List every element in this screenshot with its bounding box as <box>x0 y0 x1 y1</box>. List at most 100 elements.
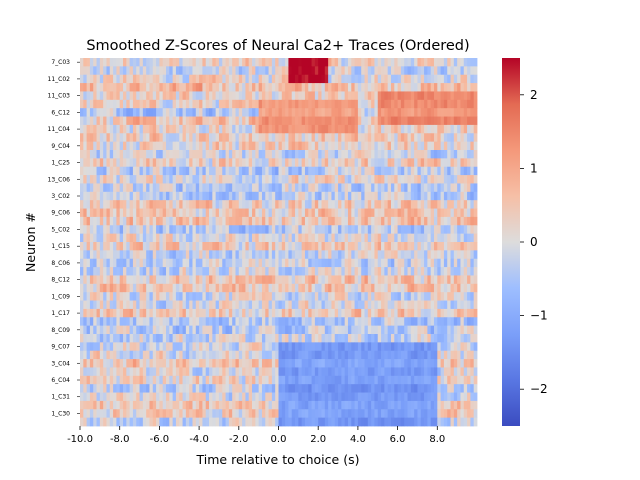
heatmap-cell <box>298 166 303 176</box>
heatmap-cell <box>119 216 124 226</box>
heatmap-cell <box>265 350 269 360</box>
heatmap-cell <box>136 200 140 209</box>
heatmap-cell <box>414 325 418 335</box>
heatmap-cell <box>119 317 124 327</box>
heatmap-cell <box>152 58 157 67</box>
heatmap-cell <box>301 99 306 109</box>
heatmap-cell <box>252 242 256 251</box>
heatmap-cell <box>463 208 468 218</box>
heatmap-cell <box>407 367 412 377</box>
heatmap-cell <box>463 166 468 176</box>
heatmap-cell <box>86 183 91 193</box>
heatmap-cell <box>410 108 415 117</box>
heatmap-cell <box>126 317 131 327</box>
heatmap-cell <box>169 183 174 193</box>
heatmap-cell <box>86 216 91 226</box>
heatmap-cell <box>218 74 223 84</box>
heatmap-cell <box>394 342 398 352</box>
heatmap-cell <box>427 359 432 368</box>
heatmap-cell <box>212 150 217 159</box>
heatmap-cell <box>232 400 236 410</box>
heatmap-cell <box>212 108 217 117</box>
heatmap-cell <box>261 191 266 201</box>
heatmap-cell <box>397 250 402 260</box>
heatmap-cell <box>364 150 369 159</box>
heatmap-cell <box>252 384 256 393</box>
heatmap-cell <box>116 175 121 184</box>
heatmap-cell <box>275 108 279 117</box>
heatmap-cell <box>172 267 177 276</box>
heatmap-cell <box>371 91 375 101</box>
heatmap-cell <box>377 308 382 318</box>
heatmap-cell <box>351 317 355 327</box>
heatmap-cell <box>126 233 131 243</box>
heatmap-cell <box>334 108 339 117</box>
heatmap-cell <box>146 83 150 92</box>
heatmap-cell <box>129 325 134 335</box>
heatmap-cell <box>450 367 455 377</box>
heatmap-cell <box>218 342 223 352</box>
heatmap-cell <box>232 83 236 92</box>
heatmap-cell <box>271 183 276 193</box>
heatmap-cell <box>275 400 279 410</box>
heatmap-cell <box>271 216 276 226</box>
heatmap-cell <box>242 267 246 276</box>
heatmap-cell <box>93 91 97 101</box>
heatmap-cell <box>235 166 240 176</box>
heatmap-cell <box>424 325 428 335</box>
heatmap-cell <box>252 208 256 218</box>
heatmap-cell <box>430 334 435 343</box>
heatmap-cell <box>387 359 392 368</box>
heatmap-cell <box>338 233 342 243</box>
heatmap-cell <box>261 400 266 410</box>
heatmap-cell <box>291 283 296 293</box>
heatmap-cell <box>318 325 322 335</box>
heatmap-cell <box>195 166 200 176</box>
heatmap-cell <box>324 350 329 360</box>
heatmap-cell <box>404 124 408 134</box>
heatmap-cell <box>146 175 150 184</box>
heatmap-cell <box>248 58 253 67</box>
heatmap-cell <box>394 183 398 193</box>
heatmap-cell <box>235 116 240 126</box>
heatmap-cell <box>159 275 164 285</box>
heatmap-cell <box>235 124 240 134</box>
heatmap-cell <box>96 350 101 360</box>
heatmap-cell <box>126 83 131 92</box>
heatmap-cell <box>430 384 435 393</box>
heatmap-cell <box>347 141 352 151</box>
heatmap-cell <box>80 66 84 76</box>
heatmap-cell <box>384 283 389 293</box>
heatmap-cell <box>225 233 230 243</box>
heatmap-cell <box>212 158 217 168</box>
heatmap-cell <box>152 66 157 76</box>
heatmap-cell <box>298 233 303 243</box>
heatmap-cell <box>132 283 137 293</box>
heatmap-cell <box>347 334 352 343</box>
heatmap-cell <box>169 275 174 285</box>
heatmap-cell <box>278 325 283 335</box>
heatmap-cell <box>457 242 461 251</box>
heatmap-cell <box>179 359 183 368</box>
heatmap-cell <box>218 317 223 327</box>
heatmap-cell <box>311 275 316 285</box>
heatmap-cell <box>162 275 167 285</box>
heatmap-cell <box>218 108 223 117</box>
heatmap-cell <box>146 108 150 117</box>
heatmap-cell <box>86 124 91 134</box>
heatmap-cell <box>314 183 319 193</box>
heatmap-cell <box>453 258 458 268</box>
heatmap-cell <box>400 183 405 193</box>
heatmap-cell <box>113 133 117 143</box>
heatmap-cell <box>447 242 451 251</box>
heatmap-cell <box>113 166 117 176</box>
heatmap-cell <box>83 250 88 260</box>
heatmap-cell <box>460 350 465 360</box>
heatmap-cell <box>132 233 137 243</box>
heatmap-cell <box>364 258 369 268</box>
heatmap-cell <box>189 258 193 268</box>
heatmap-cell <box>288 350 293 360</box>
heatmap-cell <box>96 200 101 209</box>
heatmap-cell <box>427 124 432 134</box>
heatmap-cell <box>374 342 379 352</box>
